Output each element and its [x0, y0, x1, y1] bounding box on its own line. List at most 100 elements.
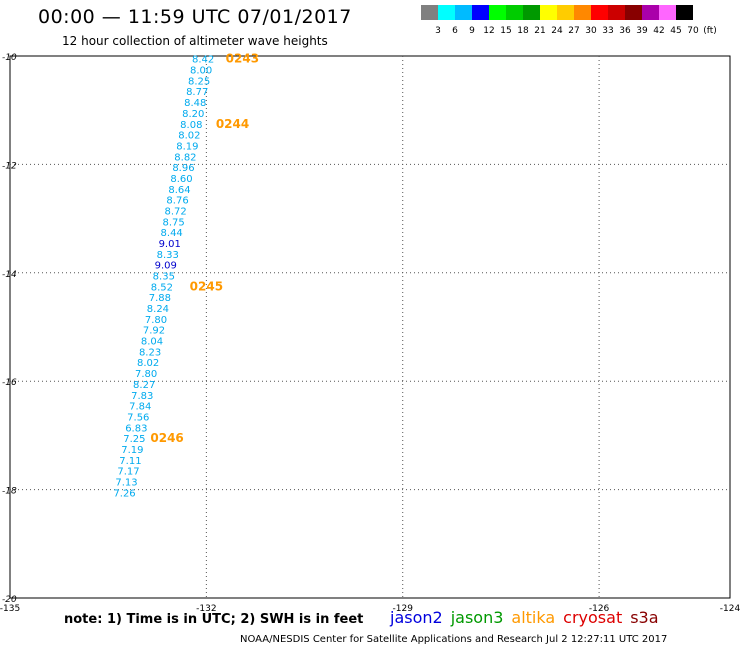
wave-height-label: 8.23: [139, 347, 161, 358]
y-tick-label: -14: [2, 270, 17, 280]
y-tick-label: -16: [2, 378, 17, 388]
y-tick-label: -18: [2, 487, 17, 497]
color-scale-label: (ft): [703, 26, 717, 36]
legend-entry: jason3: [450, 608, 504, 627]
x-tick-label: -126: [589, 604, 610, 614]
wave-height-label: 7.84: [129, 402, 151, 413]
wave-height-label: 8.44: [161, 228, 183, 239]
y-tick-label: -10: [2, 53, 17, 63]
pass-time-label: 0243: [226, 52, 259, 66]
wave-height-label: 8.24: [147, 304, 169, 315]
color-scale-label: 24: [551, 26, 563, 36]
color-swatch: [506, 5, 523, 20]
legend-entry: altika: [511, 608, 556, 627]
color-scale-label: 36: [619, 26, 631, 36]
map-frame: [9, 55, 731, 599]
color-swatch: [557, 5, 574, 20]
wave-height-label: 8.19: [176, 141, 198, 152]
pass-time-label: 0246: [150, 431, 183, 445]
wave-height-label: 9.09: [155, 261, 177, 272]
color-swatch: [472, 5, 489, 20]
wave-height-label: 8.04: [141, 337, 163, 348]
wave-height-label: 8.00: [190, 66, 212, 77]
color-swatch: [540, 5, 557, 20]
legend-entry: jason2: [390, 608, 443, 627]
chart-title: 00:00 — 11:59 UTC 07/01/2017: [38, 6, 352, 28]
color-swatch: [608, 5, 625, 20]
color-scale-label: 21: [534, 26, 546, 36]
wave-height-label: 7.80: [135, 369, 157, 380]
wave-height-label: 8.76: [166, 196, 188, 207]
wave-height-label: 8.77: [186, 87, 208, 98]
color-scale-label: 3: [435, 26, 441, 36]
color-swatch: [625, 5, 642, 20]
chart-subtitle: 12 hour collection of altimeter wave hei…: [62, 34, 328, 48]
color-scale-label: 18: [517, 26, 529, 36]
color-swatch: [574, 5, 591, 20]
wave-height-label: 8.27: [133, 380, 155, 391]
pass-time-label: 0245: [190, 279, 223, 293]
wave-height-label: 8.60: [170, 174, 192, 185]
wave-height-label: 8.02: [137, 358, 159, 369]
legend-entry: cryosat: [563, 608, 623, 627]
color-swatch: [642, 5, 659, 20]
color-scale-label: 15: [500, 26, 512, 36]
wave-height-label: 8.52: [151, 282, 173, 293]
color-scale-label: 39: [636, 26, 648, 36]
wave-height-label: 7.80: [145, 315, 167, 326]
color-scale-label: 33: [602, 26, 614, 36]
pass-time-label: 0244: [216, 117, 249, 131]
x-tick-label: -132: [196, 604, 216, 614]
wave-height-label: 8.64: [168, 185, 190, 196]
color-swatch: [591, 5, 608, 20]
color-swatch: [489, 5, 506, 20]
wave-height-label: 7.11: [119, 456, 141, 467]
x-tick-label: -135: [0, 604, 20, 614]
wave-height-label: 8.35: [153, 272, 175, 283]
wave-height-label: 8.02: [178, 131, 200, 142]
color-scale-label: 9: [469, 26, 475, 36]
wave-height-label: 7.83: [131, 391, 153, 402]
y-tick-label: -12: [2, 161, 17, 171]
y-tick-label: -20: [2, 595, 17, 605]
wave-height-label: 8.82: [174, 152, 196, 163]
units-note: note: 1) Time is in UTC; 2) SWH is in fe…: [64, 612, 364, 627]
satellite-legend: jason2 jason3 altika cryosat s3a: [390, 608, 667, 627]
color-scale-label: 27: [568, 26, 580, 36]
wave-height-label: 8.08: [180, 120, 202, 131]
color-swatch: [523, 5, 540, 20]
wave-height-label: 7.25: [123, 434, 145, 445]
footer-credit: NOAA/NESDIS Center for Satellite Applica…: [240, 634, 668, 645]
x-tick-label: -124: [720, 604, 740, 614]
color-swatch: [455, 5, 472, 20]
wave-height-label: 9.01: [159, 239, 181, 250]
wave-height-label: 7.92: [143, 326, 165, 337]
color-scale-label: 12: [483, 26, 495, 36]
wave-height-label: 8.48: [184, 98, 206, 109]
wave-height-label: 8.25: [188, 76, 210, 87]
color-swatch: [438, 5, 455, 20]
wave-height-label: 8.75: [163, 217, 185, 228]
color-scale-label: 45: [670, 26, 682, 36]
wave-height-label: 8.96: [172, 163, 194, 174]
color-scale-label: 42: [653, 26, 665, 36]
wave-height-label: 7.13: [115, 477, 137, 488]
wave-height-label: 8.20: [182, 109, 204, 120]
wave-height-label: 7.56: [127, 412, 149, 423]
wave-height-label: 6.83: [125, 423, 147, 434]
legend-entry: s3a: [630, 608, 659, 627]
color-scale-label: 70: [687, 26, 699, 36]
wave-height-label: 8.33: [157, 250, 179, 261]
color-swatch: [421, 5, 438, 20]
color-swatch: [676, 5, 693, 20]
color-scale-label: 6: [452, 26, 458, 36]
x-tick-label: -129: [393, 604, 414, 614]
wave-height-label: 7.88: [149, 293, 171, 304]
wave-height-label: 8.72: [164, 206, 186, 217]
wave-height-label: 7.19: [121, 445, 143, 456]
color-swatch: [659, 5, 676, 20]
color-scale-label: 30: [585, 26, 597, 36]
wave-height-label: 7.17: [117, 467, 139, 478]
wave-height-label: 7.26: [113, 488, 135, 499]
